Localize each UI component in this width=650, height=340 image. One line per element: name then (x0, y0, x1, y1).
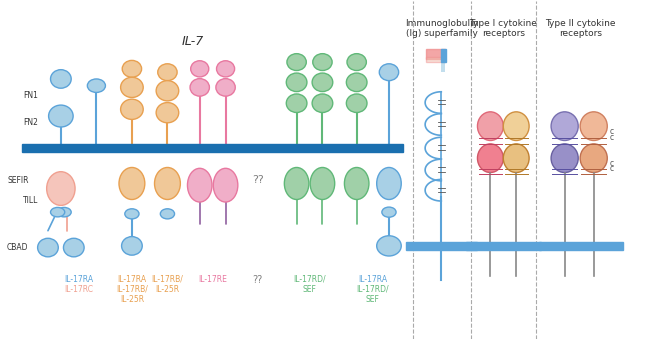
Ellipse shape (57, 207, 72, 217)
Ellipse shape (161, 209, 175, 219)
Ellipse shape (347, 54, 367, 70)
Ellipse shape (377, 168, 401, 200)
Text: IL-17RA: IL-17RA (64, 274, 93, 284)
Text: (Ig) superfamily: (Ig) superfamily (406, 29, 478, 38)
Text: SEF: SEF (366, 295, 380, 304)
Ellipse shape (216, 79, 235, 96)
Text: TILL: TILL (23, 196, 38, 205)
Ellipse shape (478, 144, 503, 172)
Ellipse shape (377, 236, 401, 256)
Ellipse shape (503, 144, 529, 172)
Text: IL-17RC: IL-17RC (64, 285, 93, 294)
Text: IL-17RA: IL-17RA (358, 274, 387, 284)
Text: receptors: receptors (559, 29, 603, 38)
Ellipse shape (121, 77, 143, 98)
Text: IL-17RD/: IL-17RD/ (293, 274, 326, 284)
Ellipse shape (87, 79, 105, 92)
Ellipse shape (155, 168, 180, 200)
Ellipse shape (580, 144, 607, 172)
Ellipse shape (286, 73, 307, 91)
Ellipse shape (158, 64, 177, 81)
Ellipse shape (119, 168, 145, 200)
Ellipse shape (187, 168, 212, 202)
Ellipse shape (213, 168, 238, 202)
Text: IL-17RE: IL-17RE (198, 274, 227, 284)
Ellipse shape (216, 61, 235, 77)
Ellipse shape (284, 168, 309, 200)
Text: IL-17RB/: IL-17RB/ (151, 274, 183, 284)
Bar (441, 49, 446, 62)
Ellipse shape (344, 168, 369, 200)
Text: IL-17RA: IL-17RA (118, 274, 146, 284)
Ellipse shape (190, 79, 209, 96)
Ellipse shape (346, 94, 367, 113)
Ellipse shape (503, 112, 529, 140)
Bar (466, 242, 541, 250)
Text: Immunoglobulin: Immunoglobulin (405, 19, 478, 28)
Text: IL-17RD/: IL-17RD/ (356, 285, 389, 294)
Text: c: c (609, 165, 614, 173)
Ellipse shape (64, 238, 84, 257)
Text: ??: ?? (252, 175, 264, 185)
Text: receptors: receptors (482, 29, 525, 38)
Text: CBAD: CBAD (7, 243, 29, 252)
Ellipse shape (346, 73, 367, 91)
Ellipse shape (38, 238, 58, 257)
Bar (22, 144, 403, 152)
Ellipse shape (312, 73, 333, 91)
Ellipse shape (51, 70, 72, 88)
Text: FN2: FN2 (23, 118, 38, 127)
Ellipse shape (190, 61, 209, 77)
Text: IL-7: IL-7 (182, 35, 204, 48)
Ellipse shape (121, 99, 143, 119)
Text: IL-25R: IL-25R (155, 285, 179, 294)
Text: c: c (609, 159, 614, 168)
Ellipse shape (49, 105, 73, 127)
Ellipse shape (156, 103, 179, 123)
Text: SEF: SEF (303, 285, 317, 294)
Text: IL-25R: IL-25R (120, 295, 144, 304)
Ellipse shape (382, 207, 396, 217)
Bar (441, 59, 445, 72)
Text: c: c (609, 133, 614, 142)
Bar (539, 242, 623, 250)
Ellipse shape (551, 144, 578, 172)
Ellipse shape (313, 54, 332, 70)
Ellipse shape (125, 209, 139, 219)
Text: Type I cytokine: Type I cytokine (469, 19, 538, 28)
Text: ??: ?? (253, 274, 263, 285)
Text: FN1: FN1 (23, 91, 38, 100)
Ellipse shape (310, 168, 335, 200)
Ellipse shape (122, 237, 142, 255)
Ellipse shape (380, 64, 398, 81)
Text: SEFIR: SEFIR (7, 176, 29, 185)
Ellipse shape (51, 207, 65, 217)
Ellipse shape (551, 112, 578, 140)
Text: IL-17RB/: IL-17RB/ (116, 285, 148, 294)
Bar (426, 49, 445, 59)
Ellipse shape (312, 94, 333, 113)
Bar (426, 57, 445, 62)
Ellipse shape (287, 54, 306, 70)
Ellipse shape (122, 61, 142, 77)
Ellipse shape (47, 172, 75, 205)
Ellipse shape (156, 81, 179, 101)
Ellipse shape (286, 94, 307, 113)
Ellipse shape (580, 112, 607, 140)
Text: c: c (609, 127, 614, 136)
Ellipse shape (478, 112, 503, 140)
Text: Type II cytokine: Type II cytokine (545, 19, 616, 28)
Bar (406, 242, 478, 250)
